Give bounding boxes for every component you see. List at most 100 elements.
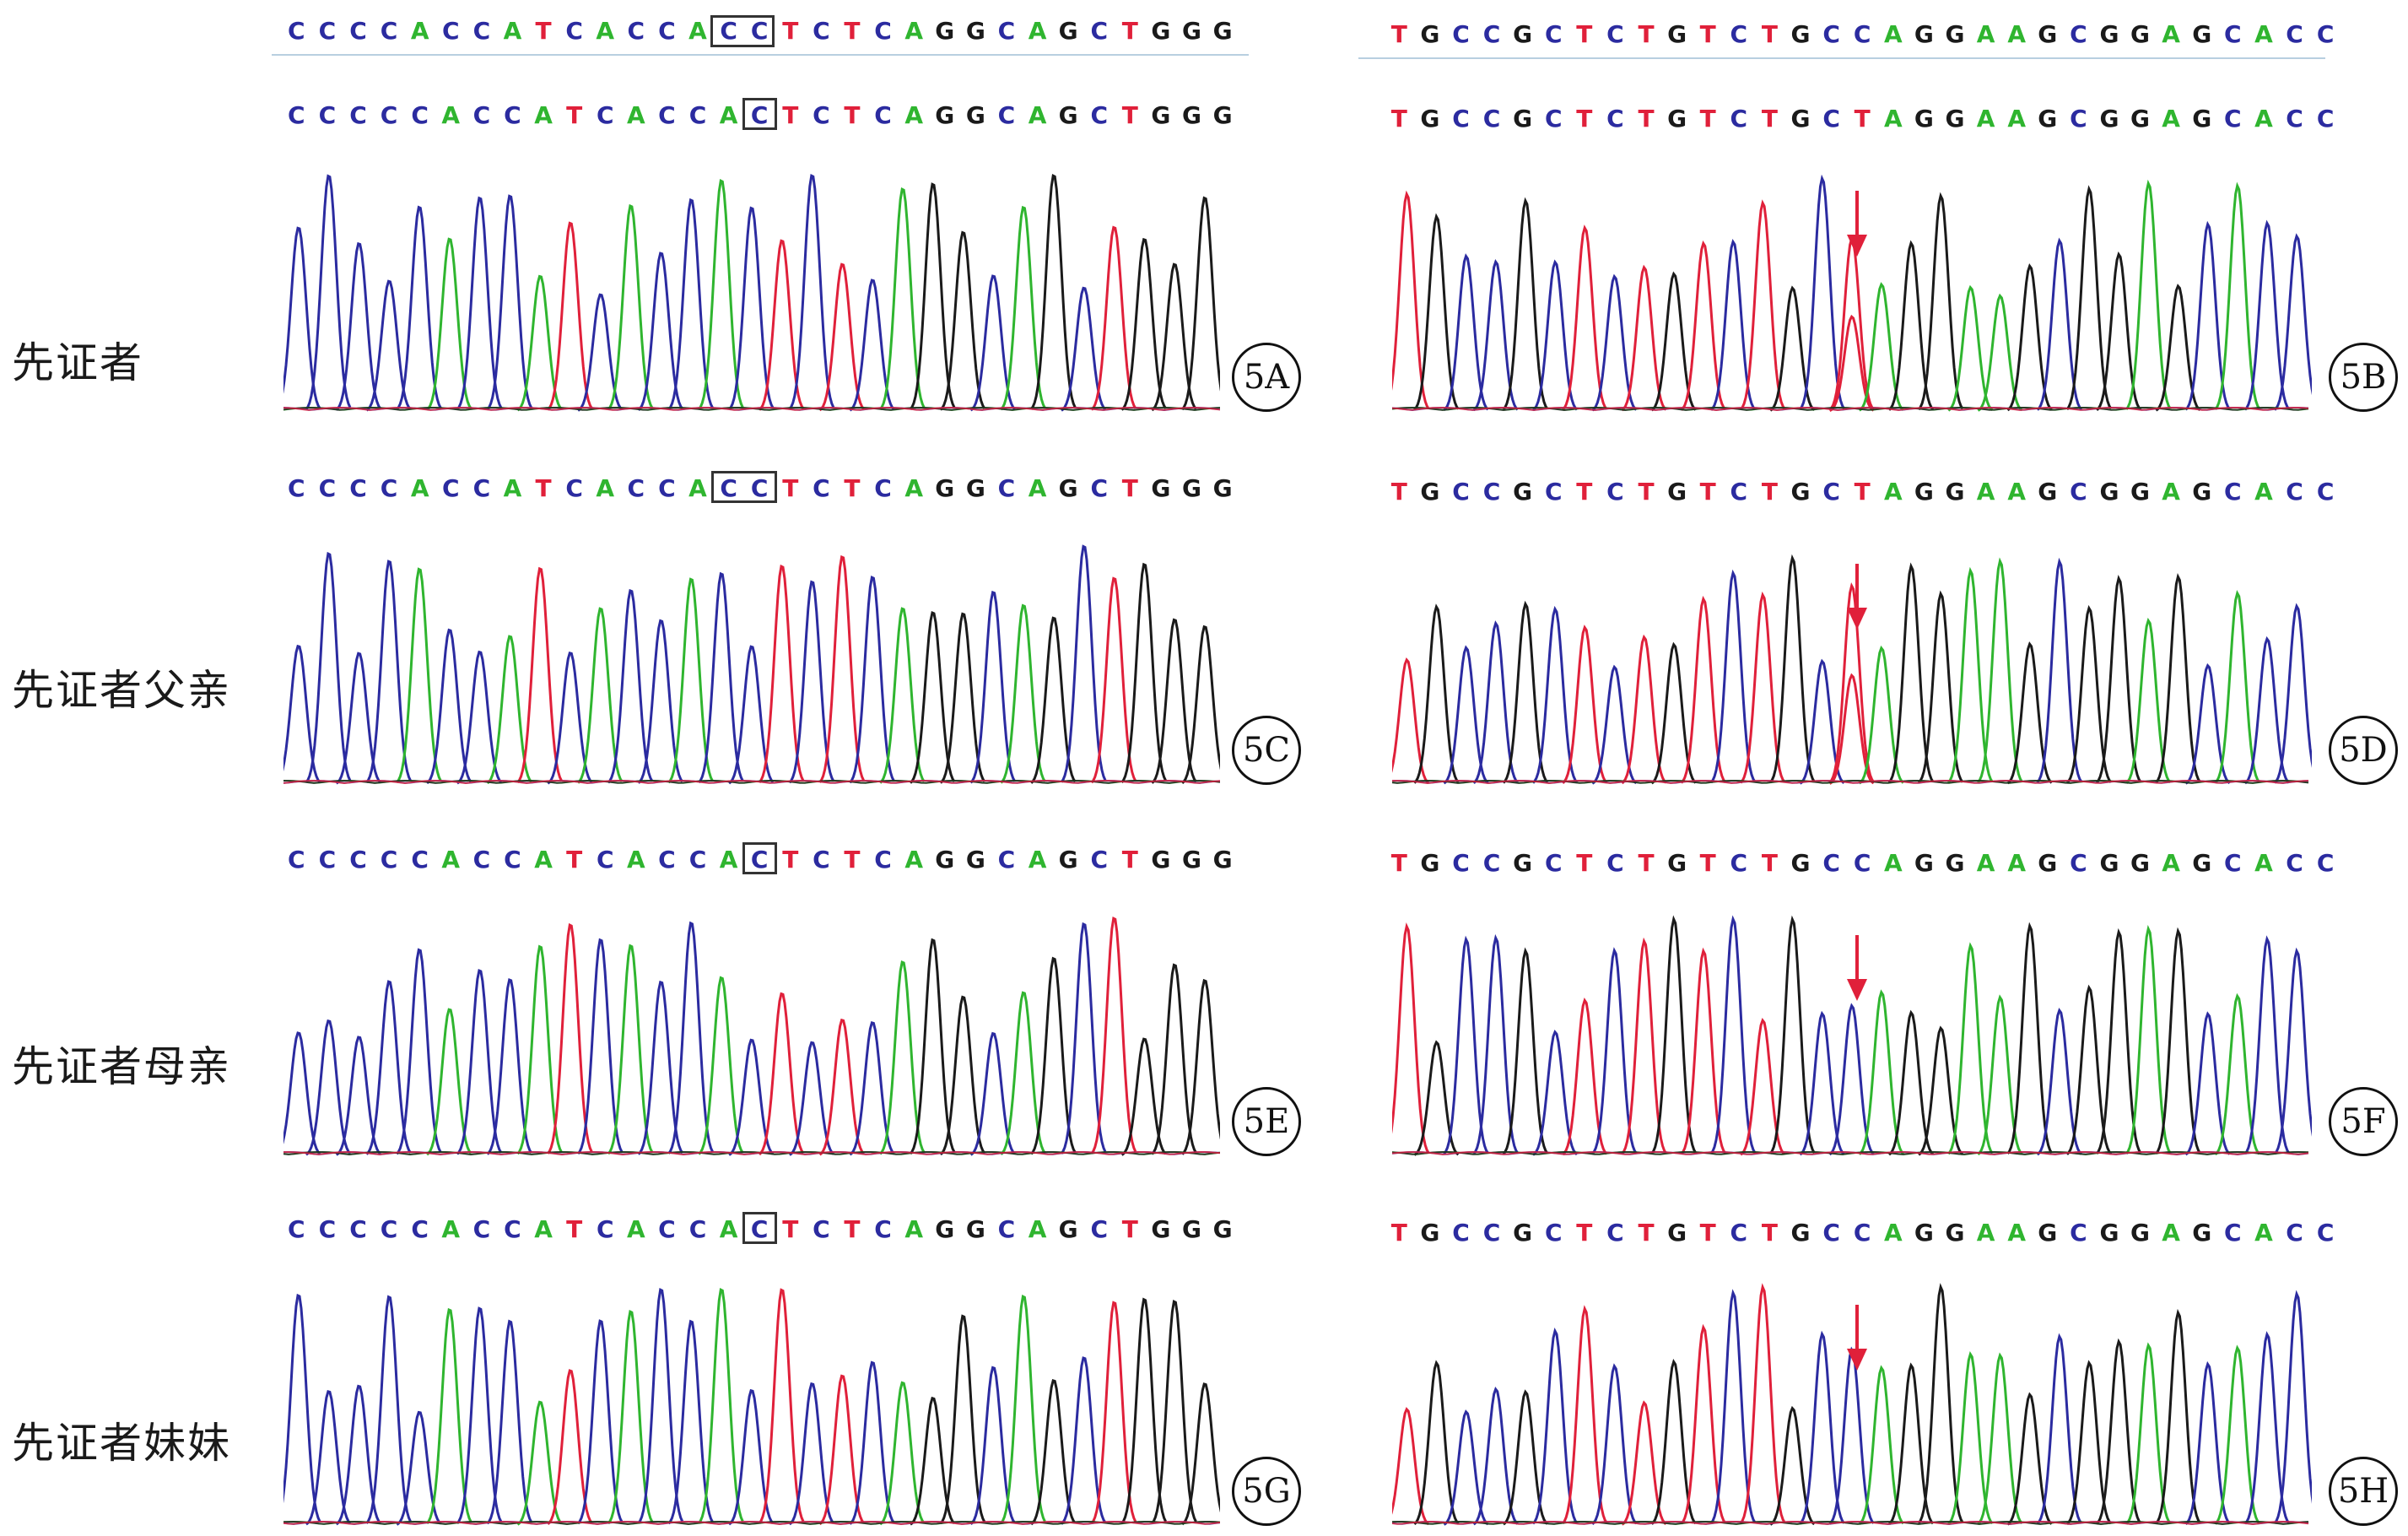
trace-peak bbox=[2006, 641, 2053, 785]
trace-peak bbox=[2273, 603, 2320, 784]
base-letter: G bbox=[2192, 20, 2212, 48]
base-letter: T bbox=[1390, 1219, 1407, 1247]
trace-baseline bbox=[1391, 1150, 2309, 1155]
trace-peak bbox=[758, 564, 805, 784]
base-letter: G bbox=[1513, 478, 1533, 506]
base-letter: G bbox=[1667, 478, 1687, 506]
trace-peak bbox=[727, 206, 775, 411]
trace-peak bbox=[1769, 554, 1816, 783]
panel-label-badge: 5H bbox=[2329, 1457, 2398, 1526]
base-letter: C bbox=[2224, 849, 2242, 877]
chromatogram bbox=[275, 544, 1228, 785]
trace-peak bbox=[1739, 1283, 1786, 1524]
base-letter: C bbox=[380, 474, 398, 502]
base-letter: G bbox=[2099, 478, 2119, 506]
base-letter: C bbox=[1822, 20, 1840, 48]
base-letter: T bbox=[1638, 105, 1655, 133]
trace-peak bbox=[1531, 605, 1579, 784]
base-letter: G bbox=[1420, 478, 1440, 506]
base-letter: A bbox=[410, 17, 429, 45]
base-letter: C bbox=[1482, 478, 1501, 506]
trace-baseline bbox=[1391, 779, 2309, 785]
variant-highlight-box bbox=[742, 98, 777, 130]
trace-peak bbox=[1000, 205, 1046, 411]
base-letter: A bbox=[2254, 1219, 2273, 1247]
base-letter: G bbox=[1182, 474, 1201, 502]
base-letter: G bbox=[1667, 849, 1687, 877]
trace-peak bbox=[758, 1288, 805, 1524]
trace-baseline bbox=[283, 406, 1221, 411]
base-letter: T bbox=[1699, 1219, 1716, 1247]
trace-peak bbox=[577, 607, 624, 784]
base-letter: T bbox=[1121, 101, 1138, 129]
base-letter: C bbox=[658, 17, 676, 45]
row-label-proband: 先证者 bbox=[12, 338, 143, 387]
base-letter: C bbox=[2224, 1219, 2242, 1247]
trace-peak bbox=[788, 1382, 835, 1526]
base-letter: A bbox=[688, 474, 707, 502]
base-letter: C bbox=[441, 17, 460, 45]
base-letter: T bbox=[1854, 478, 1871, 506]
base-letter: G bbox=[1513, 849, 1533, 877]
base-letter: G bbox=[2192, 105, 2212, 133]
base-letter: C bbox=[1544, 478, 1563, 506]
base-letter: C bbox=[318, 474, 337, 502]
base-letter: G bbox=[1513, 105, 1533, 133]
chromatogram-right bbox=[1384, 140, 2320, 422]
trace-peak bbox=[1181, 978, 1228, 1155]
base-letter: G bbox=[1058, 846, 1078, 873]
chromatogram-right bbox=[1383, 884, 2320, 1166]
row-label-mother: 先证者母亲 bbox=[12, 1042, 231, 1091]
base-letter: T bbox=[535, 17, 552, 45]
base-letter: G bbox=[1212, 17, 1233, 45]
trace-baseline bbox=[1391, 406, 2309, 412]
base-letter: A bbox=[2254, 105, 2273, 133]
base-letter: G bbox=[2099, 1219, 2119, 1247]
trace-peak bbox=[1947, 942, 1994, 1155]
panel-label-badge: 5B bbox=[2329, 343, 2398, 412]
chromatogram bbox=[1383, 915, 2320, 1156]
base-letter: A bbox=[688, 17, 707, 45]
chromatogram bbox=[274, 1287, 1228, 1526]
base-letter: A bbox=[2162, 105, 2180, 133]
trace-peak bbox=[969, 590, 1016, 784]
trace-peak bbox=[1151, 963, 1197, 1155]
trace-peak bbox=[486, 1319, 533, 1525]
trace-peak bbox=[1562, 224, 1608, 411]
base-letter: A bbox=[2254, 20, 2273, 48]
base-letter: C bbox=[2316, 20, 2335, 48]
trace-peak bbox=[939, 995, 986, 1155]
base-letter: C bbox=[813, 17, 830, 45]
trace-peak bbox=[2214, 181, 2260, 410]
base-letter: T bbox=[1576, 849, 1593, 877]
chromatogram-left bbox=[274, 1254, 1228, 1536]
trace-peak bbox=[1828, 581, 1875, 784]
base-letter: C bbox=[688, 846, 707, 873]
trace-peak bbox=[2095, 575, 2142, 784]
base-letter: C bbox=[1730, 1219, 1748, 1247]
base-letter: G bbox=[2192, 849, 2212, 877]
base-letter: G bbox=[1212, 474, 1233, 502]
base-letter: A bbox=[1976, 849, 1995, 877]
base-letter: C bbox=[1730, 105, 1748, 133]
base-letter: C bbox=[2286, 1219, 2303, 1247]
base-letter: G bbox=[935, 474, 955, 502]
base-letter: C bbox=[1544, 1219, 1563, 1247]
base-letter: G bbox=[1790, 1219, 1811, 1247]
base-letter: A bbox=[1883, 1219, 1903, 1247]
base-letter: C bbox=[411, 1215, 429, 1243]
base-letter: C bbox=[720, 17, 737, 45]
base-letter: A bbox=[2007, 20, 2026, 48]
trace-peak bbox=[2273, 233, 2320, 411]
base-letter: G bbox=[2099, 105, 2119, 133]
trace-peak bbox=[1709, 915, 1757, 1155]
base-letter: T bbox=[1699, 20, 1716, 48]
base-letter: T bbox=[1576, 478, 1593, 506]
trace-peak bbox=[879, 1381, 926, 1526]
chromatogram bbox=[1384, 1283, 2320, 1526]
base-letter: C bbox=[1606, 105, 1624, 133]
base-letter: A bbox=[1883, 849, 1903, 877]
trace-peak bbox=[396, 205, 442, 411]
